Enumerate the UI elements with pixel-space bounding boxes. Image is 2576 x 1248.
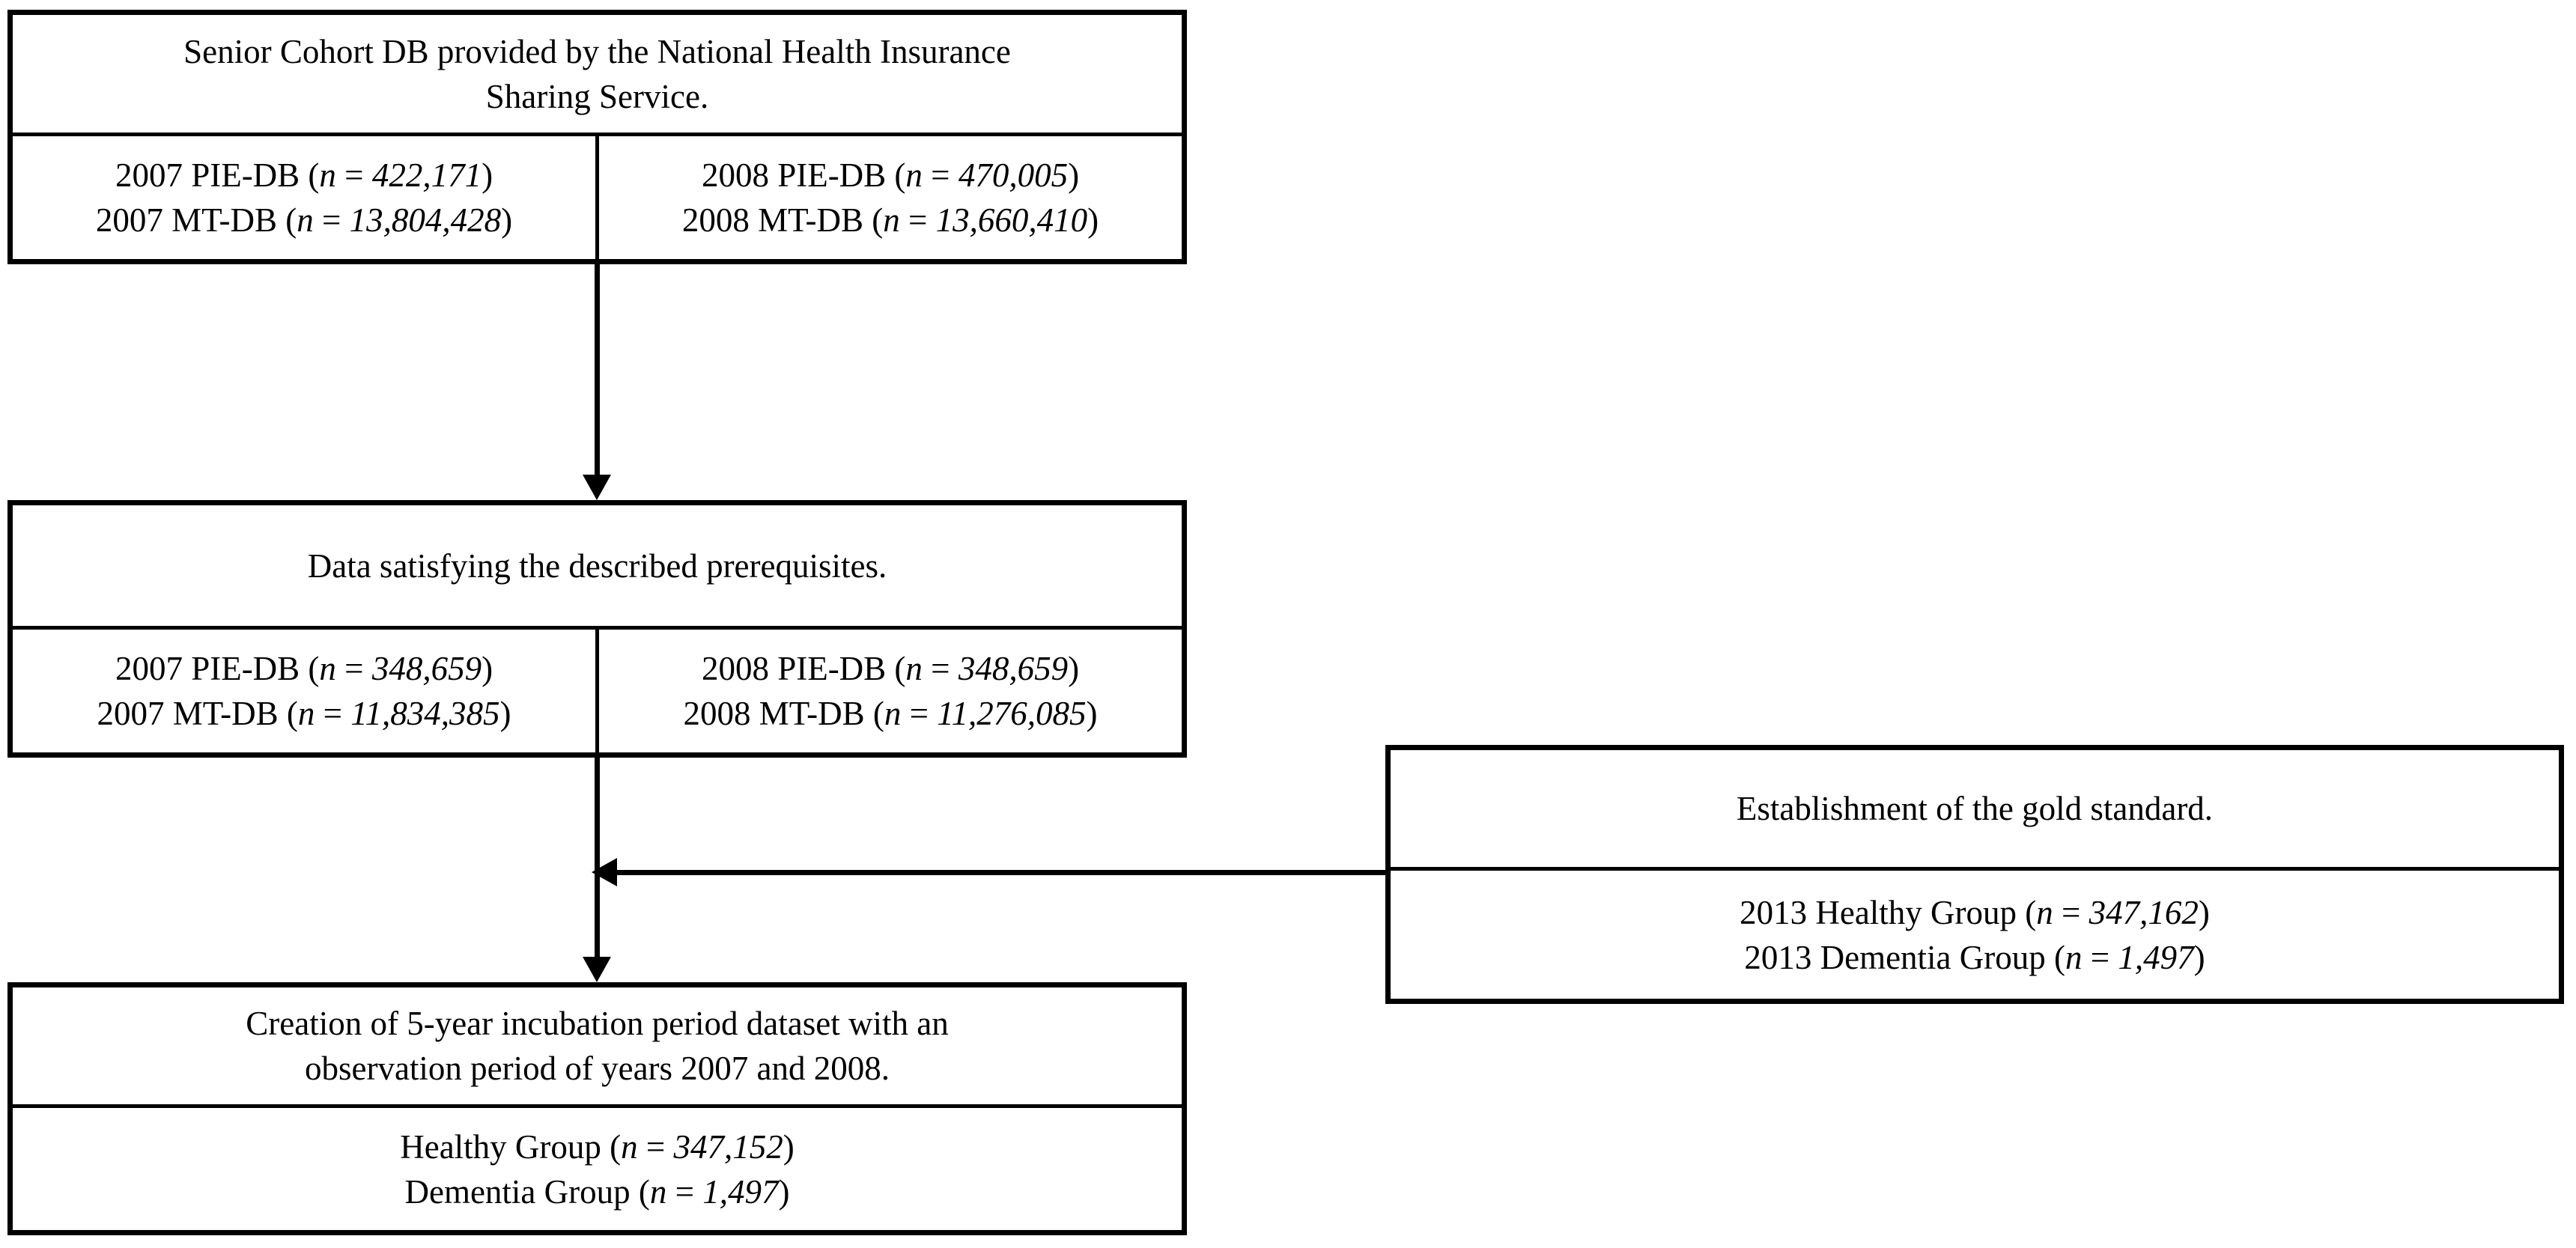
title-line: Senior Cohort DB provided by the Nationa… xyxy=(183,32,1011,70)
source-db-cells: 2007 PIE-DB (n = 422,171) 2007 MT-DB (n … xyxy=(13,136,1182,259)
title-line: Establishment of the gold standard. xyxy=(1736,790,2214,827)
source-2007-cell: 2007 PIE-DB (n = 422,171) 2007 MT-DB (n … xyxy=(13,136,595,259)
prerequisites-cells: 2007 PIE-DB (n = 348,659) 2007 MT-DB (n … xyxy=(13,630,1182,752)
stat-line: 2007 PIE-DB (n = 422,171) xyxy=(115,156,493,194)
title-line: Data satisfying the described prerequisi… xyxy=(307,547,887,585)
source-db-title: Senior Cohort DB provided by the Nationa… xyxy=(13,15,1182,136)
incubation-content: Healthy Group (n = 347,152) Dementia Gro… xyxy=(13,1108,1182,1230)
stat-line: 2008 MT-DB (n = 11,276,085) xyxy=(683,695,1098,732)
title-line: Sharing Service. xyxy=(485,77,709,115)
incubation-groups-cell: Healthy Group (n = 347,152) Dementia Gro… xyxy=(13,1108,1182,1230)
stat-line: 2007 MT-DB (n = 13,804,428) xyxy=(95,201,513,239)
source-2008-cell: 2008 PIE-DB (n = 470,005) 2008 MT-DB (n … xyxy=(595,136,1182,259)
incubation-title: Creation of 5-year incubation period dat… xyxy=(13,987,1182,1108)
arrow-source-to-prerequisites-line xyxy=(595,264,600,475)
stat-line: 2013 Healthy Group (n = 347,162) xyxy=(1740,893,2210,931)
stat-line: 2008 PIE-DB (n = 470,005) xyxy=(701,156,1080,194)
stat-line: 2008 PIE-DB (n = 348,659) xyxy=(701,650,1080,687)
stat-line: 2013 Dementia Group (n = 1,497) xyxy=(1744,938,2205,976)
incubation-box: Creation of 5-year incubation period dat… xyxy=(7,982,1187,1235)
stat-line: 2007 MT-DB (n = 11,834,385) xyxy=(97,695,511,732)
arrow-prerequisites-to-incubation-head xyxy=(583,957,611,982)
stat-line: Dementia Group (n = 1,497) xyxy=(404,1172,790,1211)
gold-standard-title: Establishment of the gold standard. xyxy=(1391,750,2559,871)
stat-line: Healthy Group (n = 347,152) xyxy=(400,1127,795,1166)
gold-standard-content: 2013 Healthy Group (n = 347,162) 2013 De… xyxy=(1391,871,2559,999)
prerequisites-title: Data satisfying the described prerequisi… xyxy=(13,505,1182,630)
prerequisites-2007-cell: 2007 PIE-DB (n = 348,659) 2007 MT-DB (n … xyxy=(13,630,595,752)
title-line: observation period of years 2007 and 200… xyxy=(304,1050,890,1087)
source-db-box: Senior Cohort DB provided by the Nationa… xyxy=(7,10,1187,264)
stat-line: 2007 PIE-DB (n = 348,659) xyxy=(115,650,493,687)
title-line: Creation of 5-year incubation period dat… xyxy=(246,1005,949,1042)
prerequisites-2008-cell: 2008 PIE-DB (n = 348,659) 2008 MT-DB (n … xyxy=(595,630,1182,752)
stat-line: 2008 MT-DB (n = 13,660,410) xyxy=(681,201,1099,239)
arrow-source-to-prerequisites-head xyxy=(583,475,611,500)
prerequisites-box: Data satisfying the described prerequisi… xyxy=(7,500,1187,758)
arrow-goldstandard-to-flow-line xyxy=(603,870,1385,875)
arrow-goldstandard-to-flow-head xyxy=(592,858,617,886)
gold-standard-box: Establishment of the gold standard. 2013… xyxy=(1385,745,2564,1004)
arrow-prerequisites-to-incubation-line xyxy=(595,758,600,957)
gold-standard-groups-cell: 2013 Healthy Group (n = 347,162) 2013 De… xyxy=(1391,871,2559,999)
